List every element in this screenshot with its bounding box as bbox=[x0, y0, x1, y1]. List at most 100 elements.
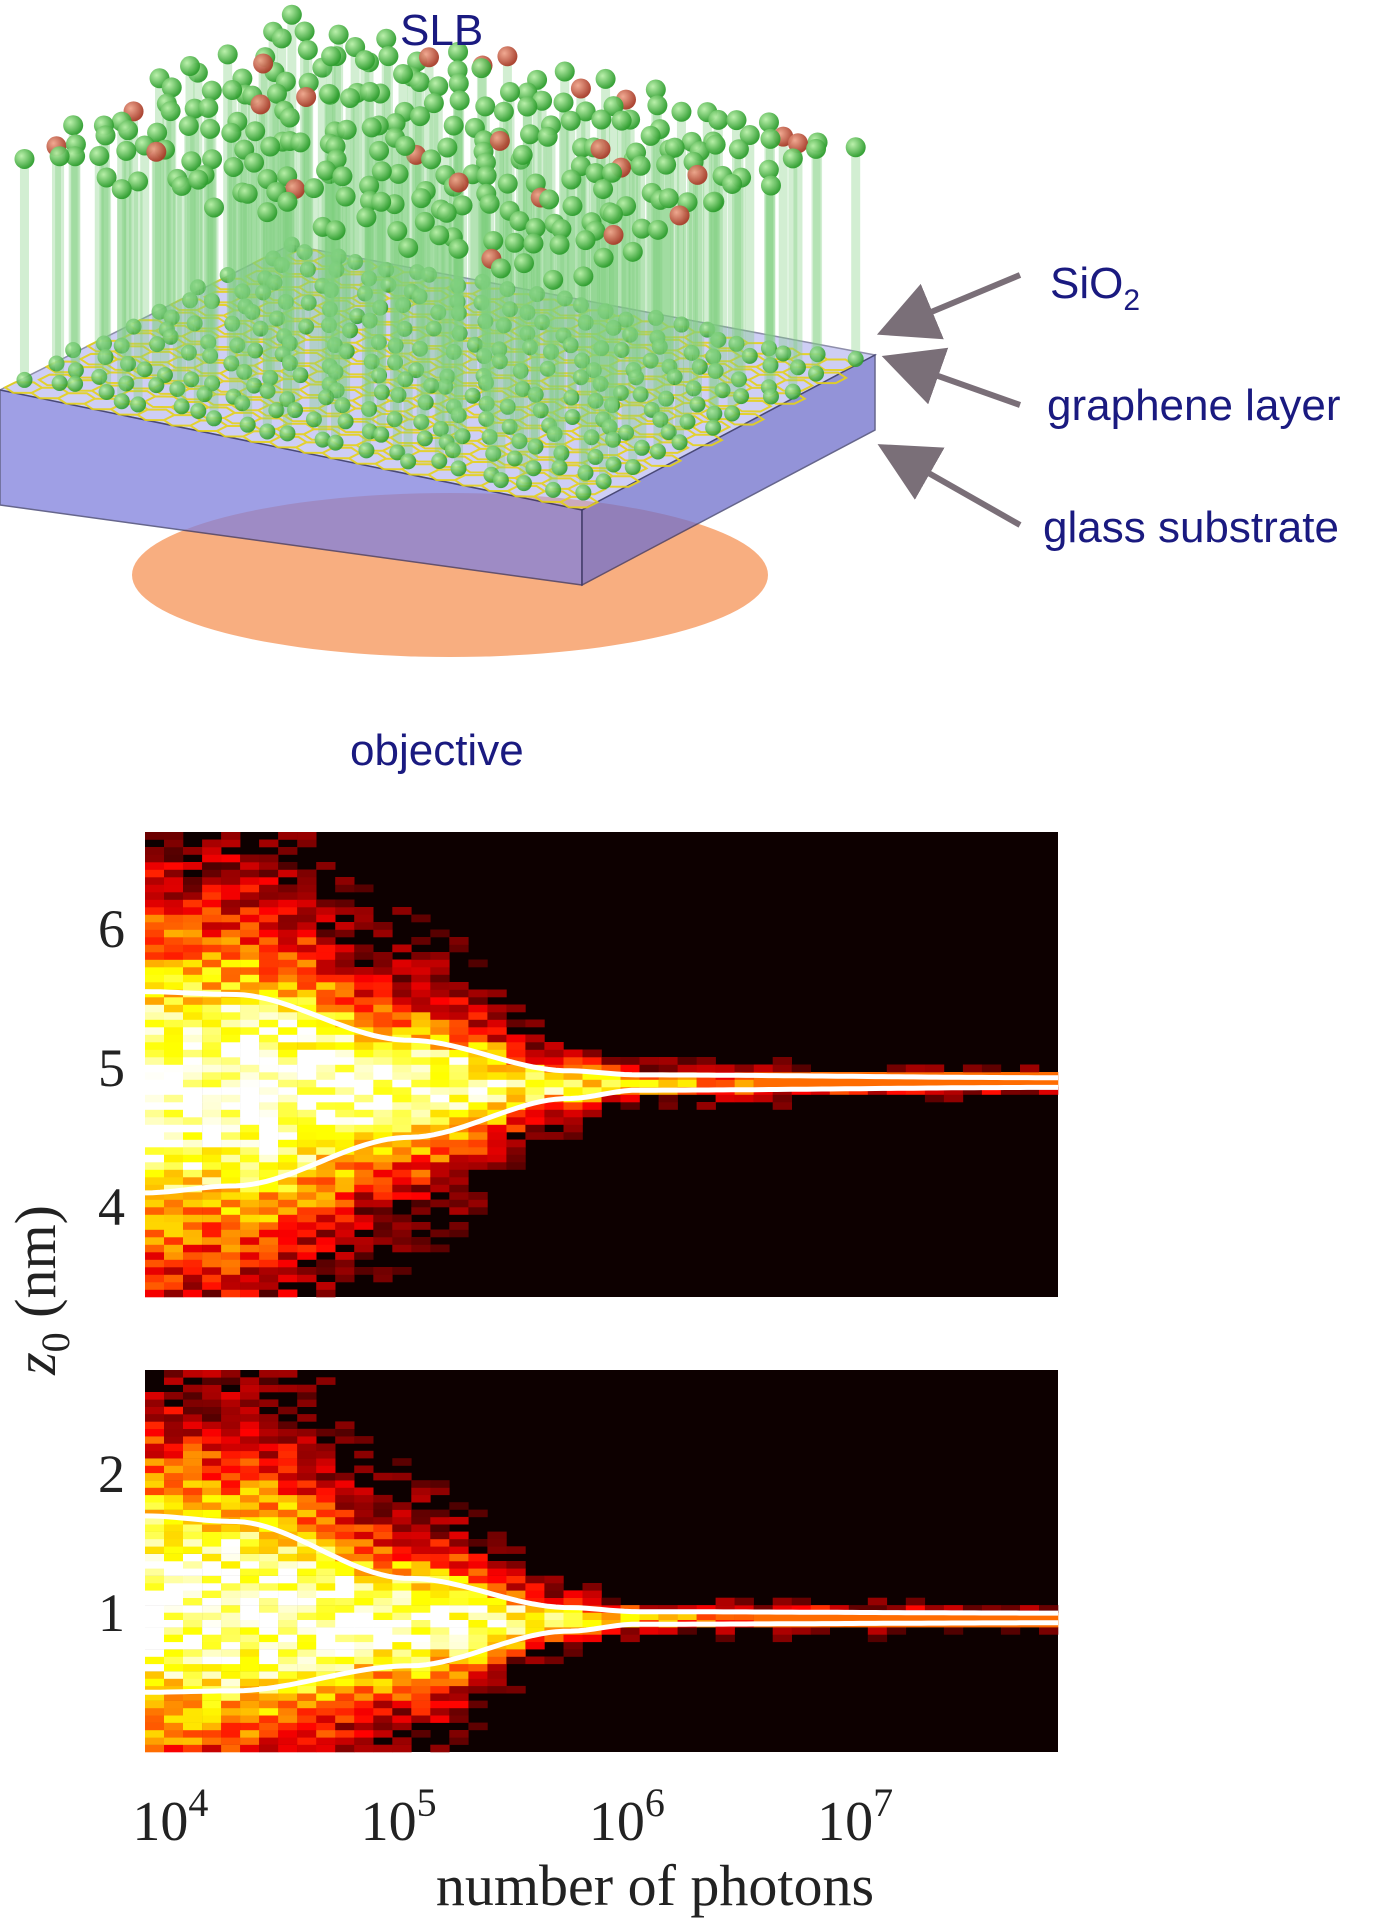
heatmap-cell bbox=[240, 884, 260, 893]
heatmap-cell bbox=[430, 1715, 450, 1723]
heatmap-cell bbox=[221, 1079, 241, 1088]
heatmap-cell bbox=[183, 1590, 203, 1598]
heatmap-cell bbox=[1000, 1079, 1021, 1088]
sio2-arrow bbox=[876, 272, 1022, 340]
heatmap-cell bbox=[506, 1087, 526, 1095]
heatmap-cell bbox=[335, 922, 355, 930]
heatmap-cell bbox=[164, 1428, 184, 1437]
heatmap-cell bbox=[164, 1744, 184, 1753]
heatmap-cell bbox=[373, 974, 393, 983]
heatmap-cell bbox=[468, 1019, 488, 1028]
heatmap-cell bbox=[259, 1034, 279, 1043]
heatmap-cell bbox=[297, 1707, 317, 1716]
heatmap-cell bbox=[449, 1707, 469, 1716]
heatmap-cell bbox=[221, 832, 241, 840]
heatmap-cell bbox=[354, 1583, 374, 1591]
heatmap-cell bbox=[506, 1685, 526, 1694]
heatmap-cell bbox=[164, 1222, 184, 1230]
heatmap-cell bbox=[221, 899, 241, 908]
heatmap-cell bbox=[563, 1619, 583, 1628]
heatmap-cell bbox=[411, 1487, 431, 1496]
lipid-head bbox=[321, 46, 342, 67]
heatmap-cell bbox=[468, 1509, 488, 1518]
heatmap-cell bbox=[221, 1524, 241, 1532]
heatmap-cell bbox=[430, 1229, 450, 1238]
lipid-head bbox=[356, 207, 377, 228]
heatmap-cell bbox=[183, 1282, 203, 1290]
heatmap-cell bbox=[240, 1177, 260, 1185]
heatmap-cell bbox=[221, 1192, 241, 1200]
lipid-bead-lower bbox=[283, 236, 300, 253]
heatmap-cell bbox=[316, 1472, 336, 1481]
heatmap-cell bbox=[240, 1494, 260, 1503]
heatmap-cell bbox=[164, 1370, 184, 1378]
lipid-bead-lower bbox=[130, 396, 147, 413]
heatmap-cell bbox=[259, 1377, 279, 1385]
heatmap-cell bbox=[183, 1553, 203, 1562]
heatmap-cell bbox=[506, 1124, 526, 1133]
heatmap-cell bbox=[221, 839, 241, 848]
lipid-bead-lower bbox=[328, 261, 345, 278]
heatmap-cell bbox=[240, 1012, 260, 1020]
heatmap-cell bbox=[772, 1057, 792, 1065]
heatmap-cell bbox=[164, 1252, 184, 1260]
heatmap-cell bbox=[240, 1627, 260, 1635]
heatmap-cell bbox=[430, 1583, 450, 1591]
heatmap-cell bbox=[354, 1641, 374, 1650]
heatmap-cell bbox=[183, 892, 203, 900]
heatmap-cell bbox=[392, 1147, 412, 1155]
heatmap-cell bbox=[316, 1553, 336, 1562]
lipid-bead-lower bbox=[173, 398, 190, 415]
heatmap-cell bbox=[278, 982, 298, 990]
heatmap-cell bbox=[297, 1147, 317, 1155]
heatmap-cell bbox=[335, 1087, 355, 1095]
heatmap-cell bbox=[392, 1229, 412, 1238]
heatmap-cell bbox=[601, 1605, 621, 1613]
lipid-bead-lower bbox=[707, 363, 724, 380]
lipid-bead-lower bbox=[514, 381, 531, 398]
heatmap-cell bbox=[183, 1509, 203, 1518]
heatmap-cell bbox=[525, 1034, 545, 1043]
heatmap-cell bbox=[354, 1139, 374, 1148]
heatmap-cell bbox=[202, 1634, 222, 1643]
heatmap-cell bbox=[905, 1072, 926, 1080]
heatmap-cell bbox=[316, 1072, 336, 1080]
heatmap-cell bbox=[278, 1019, 298, 1028]
heatmap-cell bbox=[183, 1064, 203, 1073]
heatmap-cell bbox=[164, 1027, 184, 1035]
heatmap-cell bbox=[449, 1612, 469, 1620]
lipid-bead-lower bbox=[196, 386, 213, 403]
heatmap-cell bbox=[943, 1627, 964, 1635]
lipid-bead-lower bbox=[372, 299, 389, 316]
heatmap-cell bbox=[487, 1012, 507, 1020]
heatmap-cell bbox=[183, 922, 203, 930]
heatmap-cell bbox=[145, 1700, 165, 1709]
heatmap-cell bbox=[259, 952, 279, 960]
heatmap-cell bbox=[316, 1612, 336, 1620]
heatmap-cell bbox=[981, 1612, 1002, 1620]
lipid-head bbox=[221, 122, 242, 143]
heatmap-cell bbox=[411, 1184, 431, 1193]
heatmap-cell bbox=[449, 1109, 469, 1118]
lipid-head bbox=[479, 193, 500, 214]
heatmap-cell bbox=[981, 1619, 1002, 1628]
heatmap-cell bbox=[183, 862, 203, 870]
heatmap-cell bbox=[183, 1707, 203, 1716]
lipid-head bbox=[726, 110, 747, 131]
heatmap-cell bbox=[297, 1124, 317, 1133]
heatmap-cell bbox=[164, 1034, 184, 1043]
heatmap-cell bbox=[753, 1605, 773, 1613]
heatmap-cell bbox=[468, 1553, 488, 1562]
heatmap-cell bbox=[297, 1384, 317, 1393]
heatmap-cell bbox=[867, 1619, 888, 1628]
heatmap-cell bbox=[259, 1590, 279, 1598]
heatmap-cell bbox=[582, 1064, 602, 1073]
heatmap-cell bbox=[221, 1641, 241, 1650]
heatmap-cell bbox=[145, 982, 165, 990]
heatmap-cell bbox=[582, 1583, 602, 1591]
heatmap-cell bbox=[563, 1627, 583, 1635]
heatmap-cell bbox=[278, 1737, 298, 1745]
probe-head bbox=[419, 47, 440, 68]
heatmap-cell bbox=[259, 884, 279, 893]
heatmap-cell bbox=[601, 1079, 621, 1088]
